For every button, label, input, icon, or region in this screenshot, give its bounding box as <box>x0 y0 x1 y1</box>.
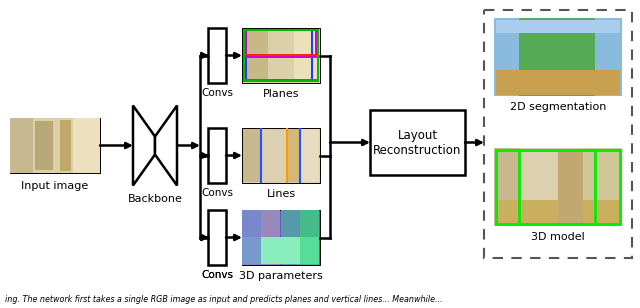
Bar <box>208 210 226 265</box>
Bar <box>494 18 622 96</box>
Bar <box>10 118 33 173</box>
Bar <box>73 118 100 173</box>
Bar <box>208 28 226 83</box>
Text: Convs: Convs <box>201 270 233 280</box>
Text: Input image: Input image <box>21 181 88 191</box>
Bar <box>300 210 319 265</box>
Text: Lines: Lines <box>266 189 296 199</box>
Text: Backbone: Backbone <box>127 193 182 204</box>
Bar <box>242 128 320 183</box>
Bar <box>244 30 318 81</box>
Bar <box>268 29 294 82</box>
Bar <box>519 148 583 226</box>
Bar <box>243 29 269 82</box>
Bar <box>300 129 318 182</box>
Bar <box>281 246 300 264</box>
Bar <box>496 70 620 95</box>
Bar <box>243 129 262 182</box>
Bar <box>242 210 261 265</box>
Bar <box>287 129 306 182</box>
Bar <box>583 148 621 226</box>
Bar <box>242 237 261 264</box>
Polygon shape <box>155 106 177 185</box>
Bar <box>60 120 71 171</box>
Bar <box>494 148 622 226</box>
Bar <box>10 118 100 173</box>
Text: Planes: Planes <box>263 89 300 99</box>
Bar <box>33 118 73 173</box>
Bar <box>261 237 300 264</box>
Text: 3D model: 3D model <box>531 232 585 242</box>
Bar <box>246 30 316 57</box>
Bar <box>496 20 620 33</box>
Bar <box>35 121 53 170</box>
Bar <box>370 110 465 175</box>
Bar <box>244 55 318 80</box>
Bar <box>261 246 280 264</box>
Bar <box>243 129 319 182</box>
Bar <box>519 150 595 224</box>
Bar <box>242 28 320 83</box>
Bar <box>208 128 226 183</box>
Bar <box>494 18 622 96</box>
Text: 2D segmentation: 2D segmentation <box>510 102 606 112</box>
Bar <box>261 129 287 182</box>
Bar <box>496 150 620 224</box>
Bar <box>261 210 280 265</box>
Bar <box>494 148 519 226</box>
Bar <box>242 210 320 265</box>
Text: Convs: Convs <box>201 270 233 280</box>
Bar <box>243 29 319 82</box>
Bar <box>246 30 312 81</box>
Text: ing. The network first takes a single RGB image as input and predicts planes and: ing. The network first takes a single RG… <box>5 295 442 304</box>
Text: Convs: Convs <box>201 188 233 198</box>
Bar <box>300 237 319 264</box>
Bar <box>519 18 595 96</box>
Text: Layout
Reconstruction: Layout Reconstruction <box>373 128 461 156</box>
Text: Convs: Convs <box>201 88 233 98</box>
Polygon shape <box>133 106 155 185</box>
Bar <box>281 210 300 265</box>
Bar <box>244 30 318 81</box>
Text: 3D parameters: 3D parameters <box>239 271 323 281</box>
Bar <box>244 30 318 81</box>
Bar <box>294 29 319 82</box>
Bar <box>484 10 632 258</box>
Bar <box>558 150 583 224</box>
Bar <box>496 200 620 225</box>
